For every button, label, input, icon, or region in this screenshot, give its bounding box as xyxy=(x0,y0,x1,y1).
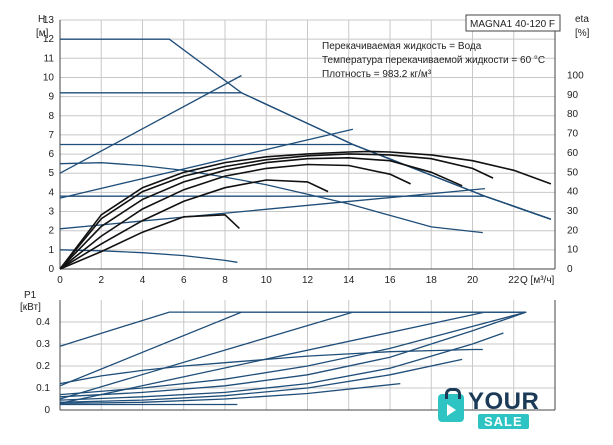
head-y-unit: [м] xyxy=(36,28,49,39)
head-y2-tick-label: 90 xyxy=(567,90,579,101)
power-y-tick-label: 0.4 xyxy=(36,317,50,328)
info-line-1: Перекачиваемая жидкость = Вода xyxy=(322,41,482,52)
power-max-curve xyxy=(59,311,527,347)
system-curve xyxy=(59,128,354,199)
head-y2-tick-label: 30 xyxy=(567,206,579,217)
head-y-label: H xyxy=(38,14,45,25)
chart-title: MAGNA1 40-120 F xyxy=(470,19,555,30)
head-y2-tick-label: 0 xyxy=(567,264,573,275)
efficiency-curve xyxy=(59,156,463,270)
head-y-tick-label: 7 xyxy=(48,130,54,141)
system-curve xyxy=(59,162,483,234)
power-speed-curve xyxy=(59,332,504,401)
head-y-tick-label: 2 xyxy=(48,226,54,237)
head-curves xyxy=(59,38,552,270)
head-y-tick-label: 8 xyxy=(48,111,54,122)
power-speed-curve xyxy=(59,348,483,385)
head-x-tick-label: 22 xyxy=(508,275,520,286)
efficiency-curve xyxy=(59,163,411,270)
head-y2-tick-label: 10 xyxy=(567,245,579,256)
info-line-3: Плотность = 983.2 кг/м³ xyxy=(322,69,432,80)
efficiency-curve xyxy=(59,150,552,270)
head-x-tick-label: 10 xyxy=(261,275,273,286)
head-y-tick-label: 13 xyxy=(43,15,55,26)
head-y2-tick-label: 40 xyxy=(567,187,579,198)
system-curve xyxy=(59,74,242,174)
head-x-tick-label: 2 xyxy=(98,275,104,286)
head-x-tick-label: 12 xyxy=(302,275,314,286)
head-y-tick-label: 5 xyxy=(48,168,54,179)
head-y2-label: eta xyxy=(575,14,589,25)
power-speed-curve xyxy=(59,311,527,396)
head-x-tick-label: 6 xyxy=(181,275,187,286)
power-y-tick-label: 0.1 xyxy=(36,383,50,394)
watermark-logo: YOUR SALE xyxy=(438,388,540,436)
power-y-tick-label: 0.2 xyxy=(36,361,50,372)
info-line-2: Температура перекачиваемой жидкости = 60… xyxy=(322,55,545,66)
head-y2-tick-label: 20 xyxy=(567,225,579,236)
logo-word-your: YOUR xyxy=(468,388,540,415)
logo-word-sale: SALE xyxy=(478,414,529,429)
power-y-tick-label: 0.3 xyxy=(36,339,50,350)
head-y2-tick-label: 60 xyxy=(567,148,579,159)
head-x-label: Q [м³/ч] xyxy=(520,275,555,286)
head-x-tick-label: 8 xyxy=(222,275,228,286)
head-x-tick-label: 18 xyxy=(426,275,438,286)
head-x-tick-label: 20 xyxy=(467,275,479,286)
head-y-tick-label: 0 xyxy=(48,264,54,275)
head-y-tick-label: 12 xyxy=(43,34,55,45)
head-y-tick-label: 4 xyxy=(48,187,54,198)
head-y2-tick-label: 70 xyxy=(567,129,579,140)
head-x-tick-label: 16 xyxy=(384,275,396,286)
power-speed-curve xyxy=(59,311,527,398)
system-curve xyxy=(59,187,485,230)
power-max-curve xyxy=(59,311,527,400)
head-y2-tick-label: 100 xyxy=(567,71,584,82)
head-x-tick-labels: 0 2 4 6 8 10 12 14 16 18 20 22 xyxy=(57,275,520,286)
head-y-tick-label: 6 xyxy=(48,149,54,160)
power-speed-curve xyxy=(59,358,463,403)
head-y-tick-label: 11 xyxy=(44,53,55,64)
system-curve xyxy=(59,249,238,263)
head-x-tick-label: 0 xyxy=(57,275,63,286)
power-panel: 0 0.1 0.2 0.3 0.4 P1 [кВт] xyxy=(20,290,556,416)
head-y2-tick-labels: 0 10 20 30 40 50 60 70 80 90 100 xyxy=(567,71,584,275)
power-y-tick-labels: 0 0.1 0.2 0.3 0.4 xyxy=(36,317,50,416)
power-max-curve xyxy=(59,311,527,405)
power-y-unit: [кВт] xyxy=(20,302,41,313)
head-y2-tick-label: 50 xyxy=(567,167,579,178)
head-grid xyxy=(59,19,556,270)
head-y-tick-label: 3 xyxy=(48,207,54,218)
efficiency-curve xyxy=(59,179,329,270)
power-y-tick-label: 0 xyxy=(44,405,50,416)
head-y2-tick-label: 80 xyxy=(567,109,579,120)
efficiency-curve xyxy=(59,213,240,270)
chart-title-box xyxy=(465,14,561,32)
head-x-tick-label: 4 xyxy=(140,275,146,286)
head-y-tick-label: 9 xyxy=(48,92,54,103)
head-y-tick-label: 1 xyxy=(48,245,54,256)
head-x-tick-label: 14 xyxy=(343,275,355,286)
power-y-label: P1 xyxy=(24,290,37,301)
efficiency-curve xyxy=(59,153,494,270)
power-curves xyxy=(59,311,527,406)
head-y-tick-label: 10 xyxy=(43,72,55,83)
shopping-bag-icon xyxy=(438,388,464,422)
head-y2-unit: [%] xyxy=(575,28,590,39)
power-speed-curve xyxy=(59,382,401,405)
